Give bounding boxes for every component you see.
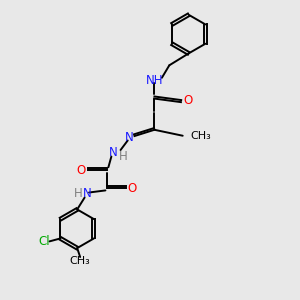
Text: N: N (109, 146, 117, 160)
Text: NH: NH (146, 74, 163, 87)
Text: CH₃: CH₃ (190, 131, 211, 141)
Text: Cl: Cl (38, 235, 50, 248)
Text: H: H (119, 150, 128, 163)
Text: O: O (183, 94, 192, 106)
Text: CH₃: CH₃ (70, 256, 91, 266)
Text: O: O (128, 182, 137, 194)
Text: O: O (76, 164, 86, 177)
Text: N: N (83, 188, 92, 200)
Text: N: N (125, 131, 134, 144)
Text: H: H (74, 188, 83, 200)
